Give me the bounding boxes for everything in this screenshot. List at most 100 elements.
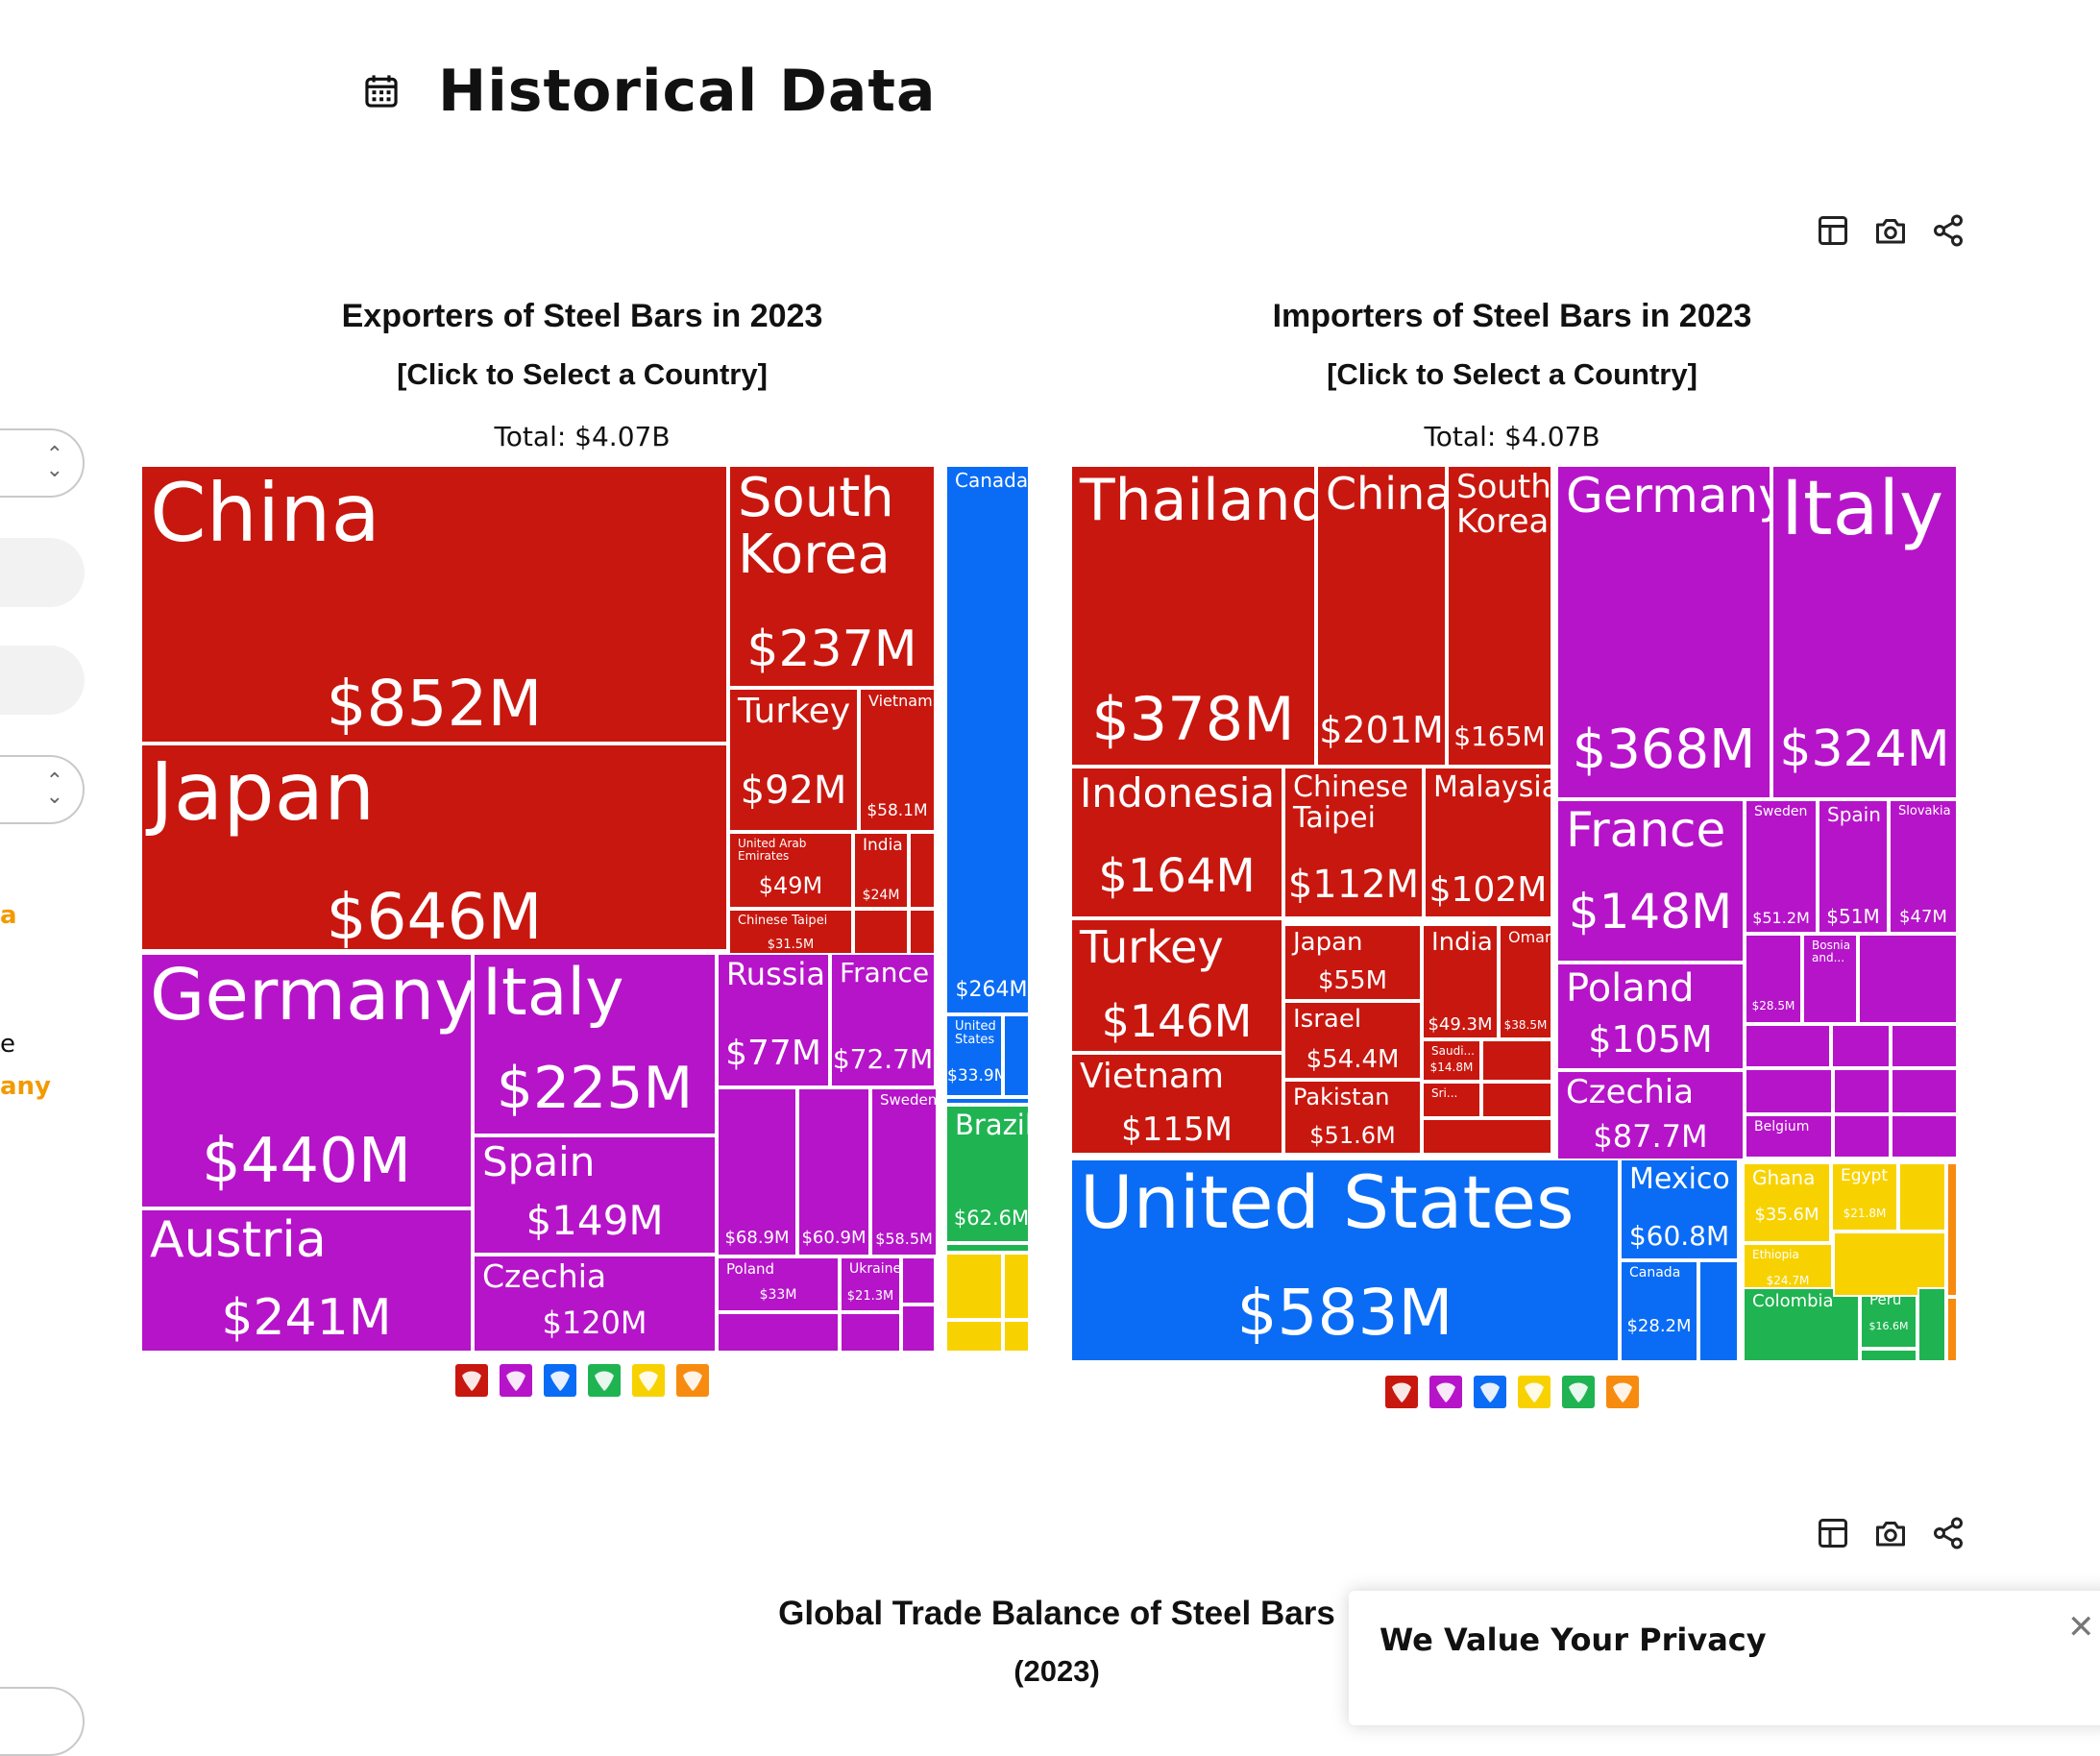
treemap-tile-small[interactable] — [945, 1243, 1028, 1253]
treemap-tile[interactable]: Chinese Taipei $112M — [1283, 767, 1424, 918]
treemap-tile[interactable]: Peru $16.6M — [1860, 1287, 1917, 1349]
treemap-tile[interactable]: Slovakia $47M — [1889, 799, 1958, 934]
treemap-tile[interactable]: Turkey $92M — [728, 688, 859, 832]
treemap-tile[interactable]: Pakistan $51.6M — [1283, 1080, 1422, 1155]
legend-europe-icon[interactable] — [500, 1364, 532, 1397]
treemap-tile[interactable]: Japan $646M — [140, 744, 728, 951]
treemap-tile-small[interactable] — [1831, 1024, 1891, 1068]
treemap-tile[interactable]: Sweden $51.2M — [1745, 799, 1818, 934]
treemap-tile[interactable]: Sweden $58.5M — [870, 1087, 938, 1256]
treemap-tile-small[interactable] — [717, 1312, 840, 1353]
sidebar-fragment-a[interactable]: a — [0, 901, 17, 930]
treemap-tile[interactable]: Poland $33M — [717, 1256, 840, 1312]
treemap-tile[interactable]: Belgium — [1745, 1114, 1833, 1158]
treemap-tile-small[interactable] — [1891, 1114, 1958, 1158]
camera-icon[interactable] — [1873, 1516, 1908, 1550]
table-icon[interactable] — [1816, 213, 1850, 248]
treemap-tile[interactable]: Thailand $378M — [1070, 465, 1316, 767]
treemap-tile[interactable]: Spain $51M — [1818, 799, 1889, 934]
sidebar-select-1[interactable]: ⌃ ⌄ — [0, 428, 85, 498]
treemap-tile-small[interactable] — [1891, 1068, 1958, 1114]
treemap-tile[interactable]: Israel $54.4M — [1283, 1001, 1422, 1080]
treemap-tile-small[interactable] — [1745, 1068, 1833, 1114]
treemap-tile[interactable]: Oman $38.5M — [1499, 924, 1552, 1039]
legend-africa-icon[interactable] — [632, 1364, 665, 1397]
legend-oceania-icon[interactable] — [1606, 1376, 1639, 1408]
treemap-tile-small[interactable] — [1003, 1320, 1028, 1353]
sidebar-select-3[interactable] — [0, 1687, 85, 1756]
legend-asia-icon[interactable] — [455, 1364, 488, 1397]
treemap-tile-small[interactable] — [1833, 1232, 1946, 1297]
treemap-tile-small[interactable] — [1739, 1158, 1743, 1362]
treemap-tile-small[interactable] — [901, 1256, 936, 1305]
treemap-tile[interactable]: France $72.7M — [830, 953, 936, 1087]
treemap-tile[interactable]: China $852M — [140, 465, 728, 744]
treemap-tile[interactable]: Chinese Taipei $31.5M — [728, 909, 853, 955]
close-icon[interactable]: ✕ — [2067, 1608, 2095, 1646]
treemap-tile[interactable]: Canada $28.2M — [1620, 1260, 1698, 1362]
treemap-tile[interactable]: Italy $324M — [1771, 465, 1958, 799]
treemap-tile-small[interactable] — [945, 1253, 1003, 1320]
treemap-tile[interactable]: Ukraine $21.3M — [840, 1256, 901, 1312]
treemap-tile[interactable]: Colombia — [1743, 1287, 1860, 1362]
treemap-tile[interactable]: Spain $149M — [473, 1135, 717, 1255]
treemap-tile[interactable]: Czechia $120M — [473, 1255, 717, 1353]
share-icon[interactable] — [1931, 1516, 1966, 1550]
legend-south-america-icon[interactable] — [1562, 1376, 1595, 1408]
treemap-tile-small[interactable] — [1833, 1068, 1891, 1114]
treemap-tile-small[interactable] — [1003, 1253, 1028, 1320]
treemap-tile[interactable]: Russia $77M — [717, 953, 830, 1087]
treemap-tile[interactable]: Germany $368M — [1556, 465, 1771, 799]
treemap-tile-small[interactable] — [1946, 1162, 1958, 1297]
table-icon[interactable] — [1816, 1516, 1850, 1550]
treemap-tile[interactable]: Canada $264M — [945, 465, 1028, 1014]
treemap-tile[interactable]: Indonesia $164M — [1070, 767, 1283, 918]
treemap-tile[interactable]: India $24M — [853, 832, 909, 909]
treemap-tile-small[interactable] — [1698, 1260, 1739, 1362]
sidebar-fragment-c[interactable]: any — [0, 1072, 52, 1101]
legend-asia-icon[interactable] — [1385, 1376, 1418, 1408]
treemap-tile-small[interactable] — [1745, 1024, 1831, 1068]
treemap-tile[interactable]: Vietnam $58.1M — [859, 688, 936, 832]
treemap-tile-small[interactable] — [901, 1305, 936, 1353]
treemap-tile-small[interactable] — [909, 909, 936, 955]
treemap-tile-small[interactable] — [1917, 1287, 1946, 1362]
treemap-tile[interactable]: France $148M — [1556, 799, 1745, 963]
treemap-tile[interactable]: $28.5M — [1745, 934, 1802, 1024]
treemap-tile-small[interactable] — [1860, 1349, 1917, 1362]
treemap-tile[interactable]: Egypt $21.8M — [1831, 1162, 1898, 1232]
treemap-tile[interactable]: South Korea $237M — [728, 465, 936, 688]
treemap-tile-small[interactable] — [1003, 1014, 1028, 1097]
treemap-tile-small[interactable] — [945, 1320, 1003, 1353]
treemap-tile-small[interactable] — [909, 832, 936, 909]
treemap-tile-small[interactable] — [1422, 1118, 1552, 1155]
treemap-tile[interactable]: Austria $241M — [140, 1208, 473, 1353]
importers-treemap[interactable]: Thailand $378M China $201M South Korea $165M I… — [1070, 465, 1958, 1362]
treemap-tile[interactable]: Vietnam $115M — [1070, 1053, 1283, 1155]
sidebar-input-2[interactable] — [0, 646, 85, 715]
legend-south-america-icon[interactable] — [588, 1364, 621, 1397]
treemap-tile[interactable]: Mexico $60.8M — [1620, 1158, 1739, 1260]
legend-north-america-icon[interactable] — [544, 1364, 576, 1397]
treemap-tile[interactable]: China $201M — [1316, 465, 1447, 767]
treemap-tile[interactable]: Czechia $87.7M — [1556, 1070, 1745, 1162]
share-icon[interactable] — [1931, 213, 1966, 248]
treemap-tile-small[interactable] — [840, 1312, 901, 1353]
treemap-tile-small[interactable] — [1858, 934, 1958, 1024]
treemap-tile[interactable]: South Korea $165M — [1447, 465, 1552, 767]
treemap-tile[interactable]: Malaysia $102M — [1424, 767, 1552, 918]
treemap-tile-small[interactable] — [1833, 1114, 1891, 1158]
treemap-tile[interactable]: United Arab Emirates $49M — [728, 832, 853, 909]
treemap-tile-small[interactable] — [1481, 1039, 1552, 1082]
treemap-tile-small[interactable] — [853, 909, 909, 955]
treemap-tile[interactable]: Bosnia and... — [1802, 934, 1858, 1024]
treemap-tile[interactable]: Germany $440M — [140, 953, 473, 1208]
treemap-tile-small[interactable] — [1946, 1297, 1958, 1362]
treemap-tile[interactable]: Sri... — [1422, 1082, 1481, 1118]
treemap-tile[interactable]: Japan $55M — [1283, 924, 1422, 1001]
sidebar-select-2[interactable]: ⌃ ⌄ — [0, 755, 85, 824]
treemap-tile-small[interactable] — [1481, 1082, 1552, 1118]
treemap-tile[interactable]: Ghana $35.6M — [1743, 1162, 1831, 1243]
legend-oceania-icon[interactable] — [676, 1364, 709, 1397]
treemap-tile-small[interactable] — [1898, 1162, 1946, 1232]
